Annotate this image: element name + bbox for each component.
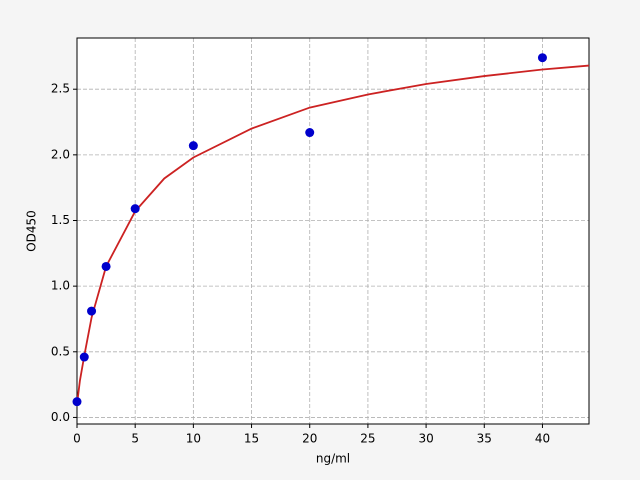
plot-frame bbox=[76, 37, 590, 425]
x-tick-label: 10 bbox=[186, 432, 201, 446]
x-tick-label: 40 bbox=[535, 432, 550, 446]
fit-curve bbox=[76, 64, 590, 405]
x-tick-label: 20 bbox=[302, 432, 317, 446]
x-tick-label: 15 bbox=[244, 432, 259, 446]
y-tick-label: 0.5 bbox=[51, 344, 70, 358]
y-tick-label: 1.5 bbox=[51, 213, 70, 227]
y-axis-label: OD450 bbox=[25, 210, 39, 252]
x-tick-label: 35 bbox=[477, 432, 492, 446]
data-point bbox=[79, 352, 89, 362]
y-tick-label: 2.5 bbox=[51, 82, 70, 96]
y-tick-label: 1.0 bbox=[51, 279, 70, 293]
data-point bbox=[130, 204, 140, 214]
x-tick-label: 25 bbox=[360, 432, 375, 446]
data-point bbox=[305, 128, 315, 138]
y-tick-label: 2.0 bbox=[51, 147, 70, 161]
x-axis-label: ng/ml bbox=[316, 452, 350, 466]
y-tick-label: 0.0 bbox=[51, 410, 70, 424]
x-tick-label: 0 bbox=[73, 432, 81, 446]
data-point bbox=[87, 306, 97, 316]
plot-area bbox=[77, 38, 589, 424]
data-point bbox=[101, 261, 111, 271]
data-point bbox=[72, 397, 82, 407]
x-tick-label: 30 bbox=[418, 432, 433, 446]
data-point bbox=[188, 141, 198, 151]
data-point bbox=[537, 53, 547, 63]
x-tick-label: 5 bbox=[131, 432, 139, 446]
